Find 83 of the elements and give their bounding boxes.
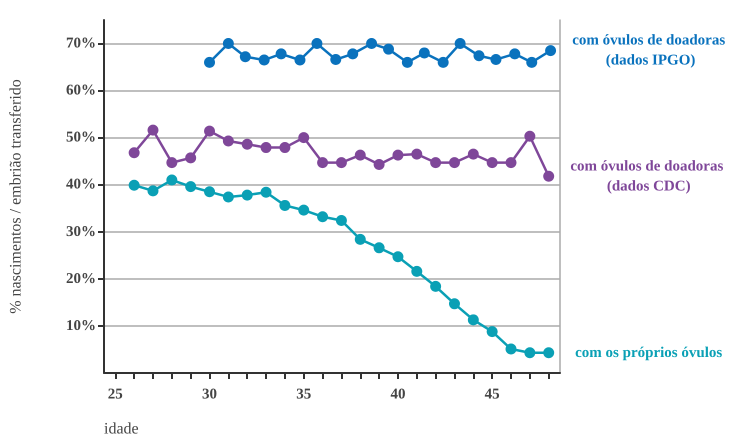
y-tick-label: 50% <box>66 130 96 146</box>
point <box>128 147 140 158</box>
x-tick-label: 30 <box>202 386 218 402</box>
point <box>490 54 502 66</box>
point <box>438 56 449 68</box>
point <box>128 180 140 191</box>
point <box>392 150 404 161</box>
point <box>354 150 366 161</box>
y-tick-label: 20% <box>66 270 96 287</box>
point <box>486 157 498 168</box>
point <box>430 280 442 292</box>
point <box>374 242 385 254</box>
point <box>222 191 234 202</box>
point <box>486 326 498 338</box>
point <box>506 344 517 354</box>
point <box>204 126 216 137</box>
point <box>185 152 196 164</box>
y-tick-label: 30% <box>66 224 96 240</box>
point <box>418 47 430 58</box>
point <box>402 56 413 68</box>
point <box>204 56 216 68</box>
point <box>543 347 554 358</box>
point <box>222 38 234 50</box>
point <box>545 45 556 56</box>
x-axis-title: idade <box>104 420 139 438</box>
x-tick-label: 45 <box>484 386 500 402</box>
point <box>543 170 554 182</box>
point <box>166 174 178 186</box>
series-label: com óvulos de doadoras (dados CDC) <box>570 158 728 194</box>
point <box>240 51 251 62</box>
point <box>336 157 347 168</box>
point <box>258 54 270 66</box>
point <box>330 54 342 66</box>
y-tick-label: 10% <box>66 318 96 334</box>
point <box>509 48 520 60</box>
series-label: com óvulos de doadoras (dados IPGO) <box>572 32 729 69</box>
point <box>148 185 158 196</box>
point <box>526 56 538 68</box>
point <box>430 157 442 168</box>
point <box>276 48 287 60</box>
point <box>260 142 272 154</box>
y-tick-label: 60% <box>66 82 96 99</box>
point <box>383 44 394 55</box>
point <box>222 135 234 146</box>
point <box>298 204 310 216</box>
x-tick-label: 35 <box>296 386 312 402</box>
point <box>311 38 322 50</box>
point <box>317 211 328 222</box>
point <box>279 142 290 154</box>
point <box>294 54 306 66</box>
y-tick-label: 40% <box>66 176 96 193</box>
series-label: com os próprios óvulos <box>575 344 722 361</box>
point <box>468 314 479 326</box>
point <box>374 158 385 170</box>
point <box>166 157 178 168</box>
point <box>279 200 290 211</box>
point <box>204 186 216 198</box>
point <box>411 148 422 160</box>
point <box>524 347 536 358</box>
point <box>392 251 404 262</box>
point <box>260 186 272 198</box>
point <box>468 148 479 160</box>
point <box>185 181 196 192</box>
point <box>347 48 358 60</box>
y-tick-label: 70% <box>66 36 96 52</box>
point <box>366 38 378 50</box>
y-axis-title: % nascimentos / embrião transferido <box>8 79 24 314</box>
point <box>524 130 536 142</box>
x-tick-label: 40 <box>390 386 406 402</box>
point <box>454 38 466 50</box>
point <box>448 298 460 310</box>
point <box>473 50 484 62</box>
point <box>298 132 310 144</box>
point <box>448 157 460 168</box>
point <box>148 124 158 136</box>
x-tick-label: 25 <box>108 386 123 402</box>
point <box>242 138 253 150</box>
point <box>336 215 347 226</box>
point <box>411 266 422 277</box>
point <box>317 157 328 168</box>
point <box>506 157 517 168</box>
point <box>242 190 253 201</box>
point <box>354 234 366 245</box>
